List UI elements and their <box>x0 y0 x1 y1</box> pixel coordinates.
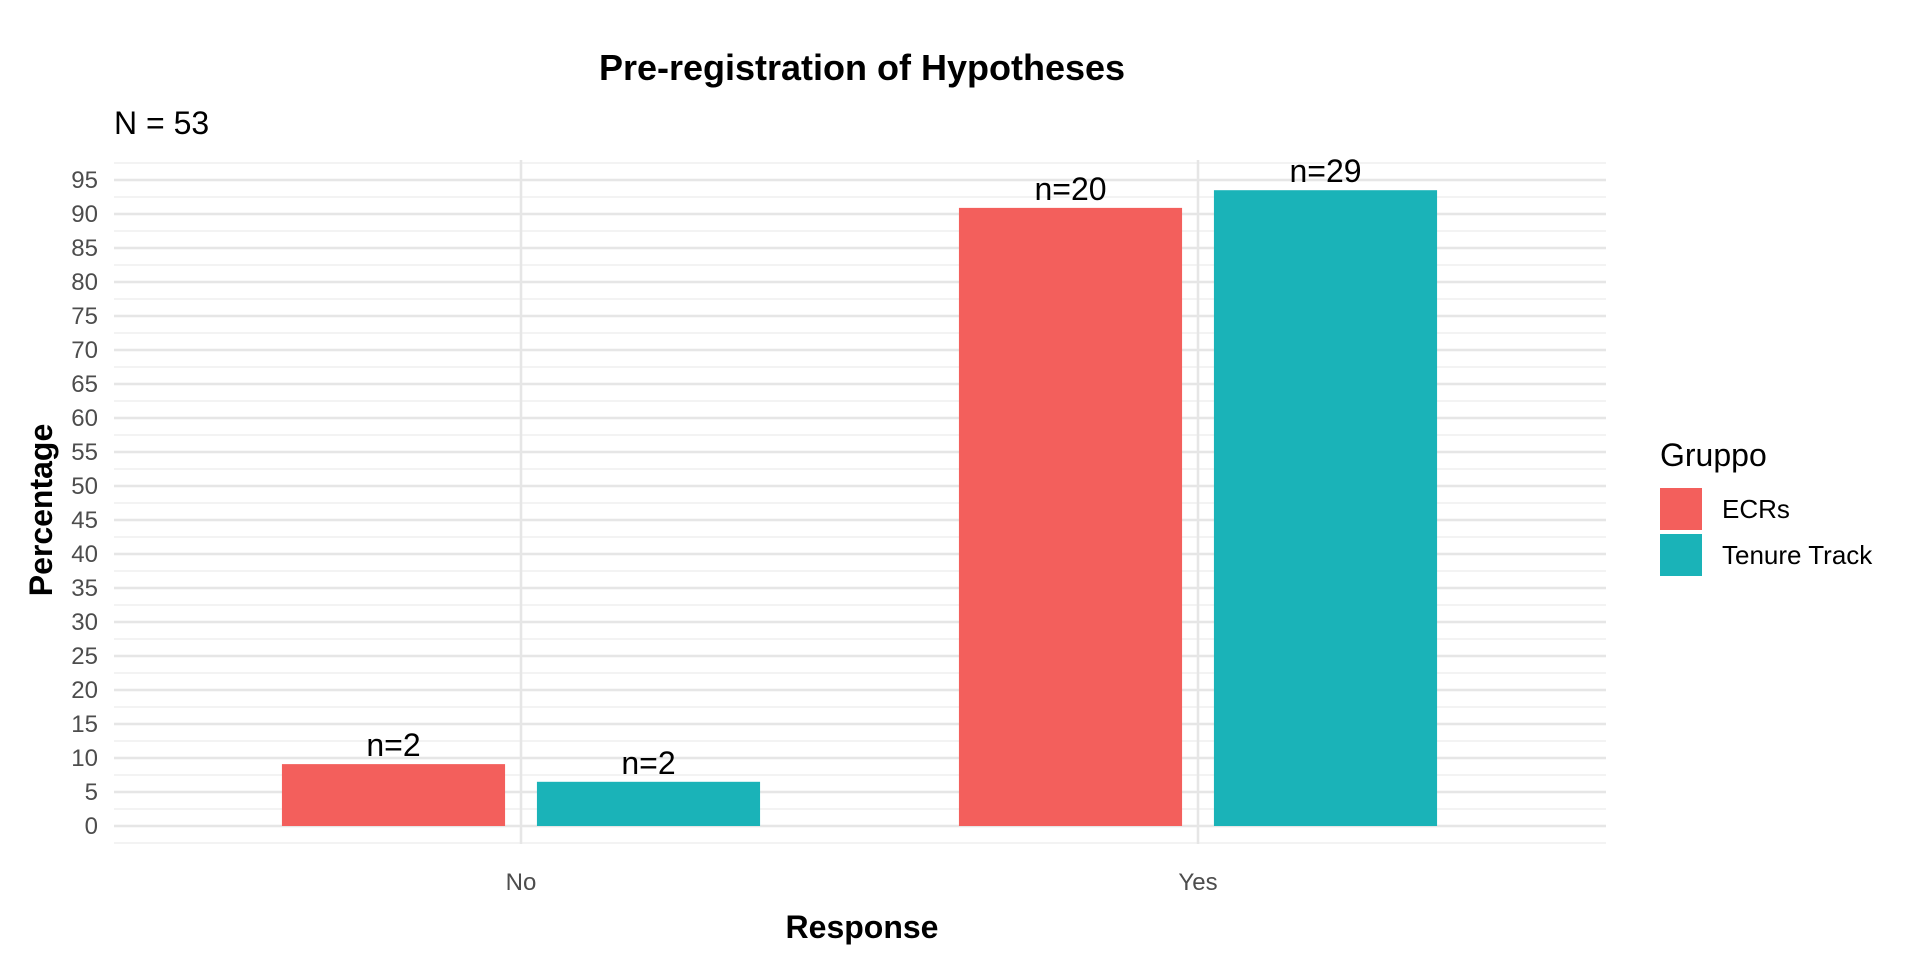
data-label: n=2 <box>621 745 675 781</box>
y-tick-label: 75 <box>71 303 98 330</box>
y-tick-label: 10 <box>71 745 98 772</box>
y-tick-label: 60 <box>71 405 98 432</box>
bar-tenure-track-yes <box>1213 190 1438 826</box>
legend-label: ECRs <box>1722 494 1790 524</box>
y-tick-label: 90 <box>71 201 98 228</box>
bars-layer <box>281 190 1438 826</box>
legend-swatch <box>1660 534 1702 576</box>
y-tick-label: 20 <box>71 677 98 704</box>
y-axis-title: Percentage <box>23 424 59 597</box>
bar-tenure-track-no <box>536 781 761 826</box>
y-tick-label: 40 <box>71 541 98 568</box>
y-tick-label: 65 <box>71 371 98 398</box>
y-tick-label: 85 <box>71 235 98 262</box>
y-tick-label: 50 <box>71 473 98 500</box>
x-tick-label: No <box>506 869 537 896</box>
x-axis: No Yes <box>506 869 1218 896</box>
chart-subtitle: N = 53 <box>114 105 209 141</box>
data-labels-layer: n=2 n=2 n=20 n=29 <box>366 153 1361 781</box>
legend-swatch <box>1660 488 1702 530</box>
data-label: n=29 <box>1289 153 1361 189</box>
y-tick-label: 30 <box>71 609 98 636</box>
legend-label: Tenure Track <box>1722 540 1873 570</box>
y-tick-label: 25 <box>71 643 98 670</box>
y-tick-label: 5 <box>85 779 98 806</box>
data-label: n=20 <box>1034 171 1106 207</box>
y-tick-label: 45 <box>71 507 98 534</box>
legend: Gruppo ECRs Tenure Track <box>1660 437 1873 576</box>
y-tick-label: 0 <box>85 813 98 840</box>
bar-ecrs-no <box>281 764 506 826</box>
x-tick-label: Yes <box>1178 869 1217 896</box>
y-axis: 0 5 10 15 20 25 30 35 40 45 50 55 60 65 70 75 80 85 90 95 <box>71 167 98 840</box>
y-tick-label: 95 <box>71 167 98 194</box>
legend-title: Gruppo <box>1660 437 1767 473</box>
y-tick-label: 80 <box>71 269 98 296</box>
y-tick-label: 55 <box>71 439 98 466</box>
chart-title: Pre-registration of Hypotheses <box>599 47 1125 88</box>
data-label: n=2 <box>366 727 420 763</box>
y-tick-label: 35 <box>71 575 98 602</box>
y-tick-label: 70 <box>71 337 98 364</box>
y-tick-label: 15 <box>71 711 98 738</box>
bar-ecrs-yes <box>958 207 1183 826</box>
x-axis-title: Response <box>786 909 939 945</box>
legend-items: ECRs Tenure Track <box>1660 488 1873 576</box>
